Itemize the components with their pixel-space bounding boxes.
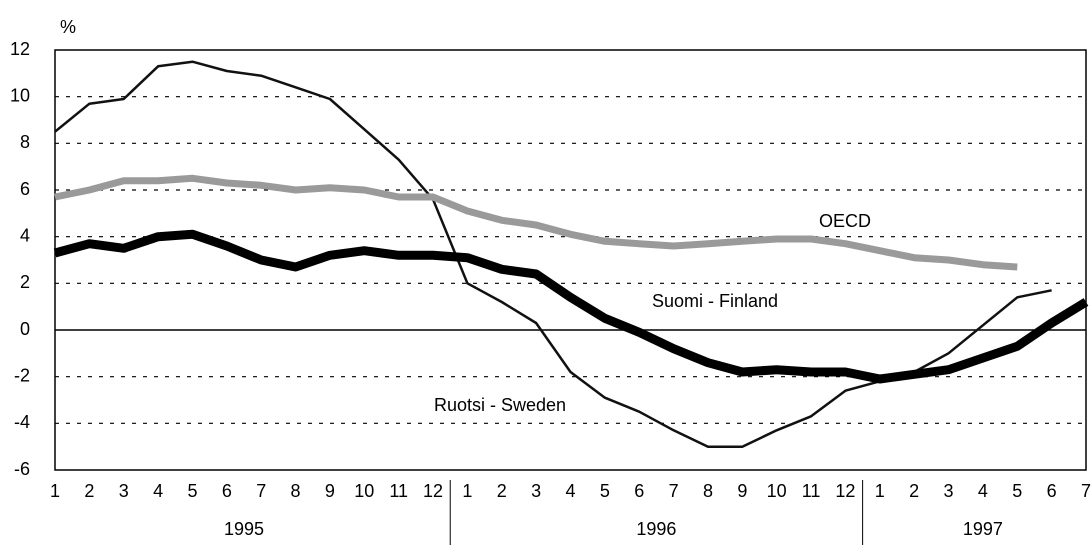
- year-label: 1997: [963, 519, 1003, 539]
- x-tick-label: 4: [565, 481, 575, 501]
- x-tick-label: 5: [1012, 481, 1022, 501]
- x-tick-label: 5: [600, 481, 610, 501]
- y-tick-label: -4: [14, 412, 30, 432]
- x-tick-label: 7: [1081, 481, 1091, 501]
- x-tick-label: 12: [423, 481, 443, 501]
- y-tick-label: -6: [14, 459, 30, 479]
- x-tick-label: 11: [802, 481, 821, 501]
- y-tick-label: 12: [10, 39, 30, 59]
- y-tick-label: 10: [10, 85, 30, 105]
- x-tick-label: 4: [153, 481, 163, 501]
- x-tick-label: 2: [497, 481, 507, 501]
- plot-frame: [54, 49, 1087, 471]
- y-tick-label: 4: [20, 225, 30, 245]
- series-label: Suomi - Finland: [652, 291, 778, 311]
- x-tick-label: 7: [256, 481, 266, 501]
- y-axis-label: %: [60, 17, 76, 37]
- x-tick-label: 3: [119, 481, 129, 501]
- x-tick-label: 10: [354, 481, 374, 501]
- series-label: Ruotsi - Sweden: [434, 395, 566, 415]
- x-tick-label: 6: [1047, 481, 1057, 501]
- x-tick-label: 7: [669, 481, 679, 501]
- x-tick-label: 8: [291, 481, 301, 501]
- year-label: 1996: [636, 519, 676, 539]
- series-line: [54, 174, 1018, 271]
- x-tick-label: 10: [767, 481, 787, 501]
- x-tick-label: 8: [703, 481, 713, 501]
- x-tick-label: 1: [50, 481, 60, 501]
- series-line: [53, 229, 1089, 384]
- series-label: OECD: [819, 211, 871, 231]
- x-tick-label: 2: [84, 481, 94, 501]
- x-tick-label: 3: [944, 481, 954, 501]
- y-tick-label: -2: [14, 365, 30, 385]
- y-tick-label: 8: [20, 132, 30, 152]
- x-tick-label: 9: [737, 481, 747, 501]
- x-tick-label: 4: [978, 481, 988, 501]
- x-tick-label: 1: [462, 481, 472, 501]
- x-tick-label: 6: [634, 481, 644, 501]
- x-tick-label: 3: [531, 481, 541, 501]
- y-tick-label: 6: [20, 179, 30, 199]
- x-tick-label: 11: [389, 481, 408, 501]
- x-tick-label: 1: [875, 481, 885, 501]
- x-tick-label: 9: [325, 481, 335, 501]
- year-label: 1995: [224, 519, 264, 539]
- x-tick-label: 6: [222, 481, 232, 501]
- x-tick-label: 2: [909, 481, 919, 501]
- x-tick-label: 5: [187, 481, 197, 501]
- y-tick-label: 2: [20, 272, 30, 292]
- y-tick-label: 0: [20, 319, 30, 339]
- x-tick-label: 12: [835, 481, 855, 501]
